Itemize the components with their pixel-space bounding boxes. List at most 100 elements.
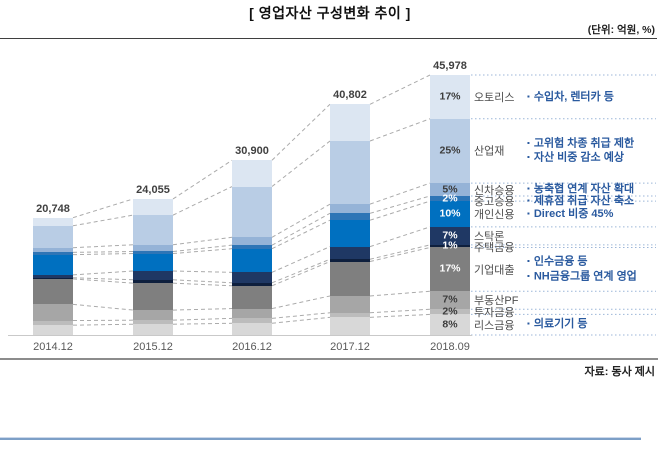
bar-segment-투자금융 [330, 312, 370, 318]
segment-connector-dash [271, 219, 331, 250]
bar-segment-오토리스 [232, 160, 272, 187]
bar-segment-기업대출 [33, 278, 73, 305]
segment-annotation: ▪ 수입차, 렌터카 등 [527, 90, 658, 105]
bar-total-label: 20,748 [36, 202, 70, 215]
bar-segment-스탁론 [330, 246, 370, 260]
bar-segment-신차승용 [330, 204, 370, 214]
x-axis-label: 2014.12 [33, 341, 73, 353]
segment-connector-dash [271, 212, 331, 246]
bar-segment-스탁론 [430, 226, 470, 245]
bar-segment-개인신용 [33, 254, 73, 275]
segment-percent-label: 17% [439, 262, 461, 275]
annotation-line: ▪ 고위험 차종 취급 제한 [527, 137, 635, 150]
segment-name-label: 스탁론 [474, 230, 505, 243]
bar-segment-산업재 [33, 225, 73, 248]
bar-segment-부동산PF [330, 295, 370, 313]
bullet-icon: ▪ [527, 256, 530, 266]
bottom-accent-line [0, 437, 641, 440]
bar-segment-오토리스 [330, 104, 370, 141]
segment-connector-dash [72, 270, 134, 276]
segment-percent-label: 8% [442, 318, 458, 331]
segment-percent-label: 7% [442, 229, 458, 242]
bar-segment-개인신용 [232, 248, 272, 273]
bar-segment-스탁론 [33, 274, 73, 278]
bar-segment-중고승용 [330, 213, 370, 221]
bar-segment-중고승용 [33, 252, 73, 255]
bar-segment-중고승용 [430, 195, 470, 202]
segment-label-row: 기업대출 ▪ 인수금융 등 ▪ NH금융그룹 연계 영업 [474, 255, 658, 284]
segment-connector-dash [271, 316, 331, 324]
segment-percent-label: 1% [442, 239, 458, 252]
chart-title: [ 영업자산 구성변화 추이 ] [249, 5, 411, 21]
bar-segment-주택금융 [330, 259, 370, 262]
segment-percent-label: 2% [442, 305, 458, 318]
annotation-line: ▪ 수입차, 렌터카 등 [527, 90, 614, 103]
bar-segment-스탁론 [133, 271, 173, 280]
segment-connector-dash [172, 248, 233, 255]
segment-connector-dash [172, 244, 233, 252]
segment-connector-dash [369, 118, 431, 142]
bar-segment-개인신용 [330, 220, 370, 247]
bar-segment-산업재 [430, 118, 470, 184]
segment-connector-dash [72, 250, 134, 253]
bar-segment-신차승용 [232, 237, 272, 246]
bar-segment-기업대출 [133, 283, 173, 311]
bar-segment-기업대출 [232, 285, 272, 309]
segment-connector-dash [72, 278, 134, 284]
segment-connector-dash [271, 295, 331, 310]
segment-connector-dash [271, 140, 331, 187]
segment-connector-dash [369, 195, 431, 214]
segment-percent-label: 7% [442, 293, 458, 306]
bar-segment-리스금융 [232, 323, 272, 335]
segment-annotation: ▪ 제휴점 취급 자산 축소 [527, 194, 658, 209]
segment-connector-dash [369, 200, 431, 221]
segment-label-row: 투자금융 [474, 304, 658, 320]
bullet-icon: ▪ [527, 91, 530, 101]
bar-segment-기업대출 [330, 261, 370, 296]
segment-label-row: 스탁론 [474, 228, 658, 244]
segment-connector-dash [369, 182, 431, 205]
annotation-line: ▪ 자산 비중 감소 예상 [527, 151, 624, 164]
bar-segment-산업재 [232, 186, 272, 238]
bullet-icon: ▪ [527, 184, 530, 194]
segment-name-label: 산업재 [474, 145, 505, 158]
bar-total-label: 45,978 [433, 60, 467, 72]
segment-connector-dash [271, 258, 331, 284]
bar-total-label: 24,055 [136, 183, 170, 196]
bar-segment-부동산PF [430, 291, 470, 310]
segment-name-label: 개인신용 [474, 209, 515, 221]
segment-annotation: ▪ 고위험 차종 취급 제한 ▪ 자산 비중 감소 예상 [527, 136, 658, 165]
segment-connector-dash [72, 244, 134, 249]
segment-name-label: 기업대출 [474, 264, 515, 277]
segment-connector-dash [72, 277, 134, 281]
segment-connector-dash [172, 322, 233, 325]
segment-name-label: 부동산PF [474, 295, 519, 308]
segment-connector-dash [72, 214, 134, 227]
segment-name-label: 투자금융 [474, 306, 515, 319]
segment-label-row: 리스금융 ▪ 의료기기 등 [474, 317, 658, 333]
segment-connector-dash [172, 308, 233, 311]
bar-segment-오토리스 [430, 75, 470, 119]
segment-connector-dash [369, 226, 431, 248]
bar-segment-스탁론 [232, 272, 272, 283]
segment-connector-dash [369, 244, 431, 260]
segment-connector-dash [271, 246, 331, 273]
segment-connector-dash [172, 236, 233, 246]
bar-segment-리스금융 [430, 314, 470, 335]
segment-connector-dash [369, 313, 431, 318]
bar-segment-주택금융 [33, 277, 73, 279]
bullet-icon: ▪ [527, 208, 530, 218]
segment-connector-dash [72, 253, 134, 256]
source-note: 자료: 동사 제시 [584, 366, 656, 378]
annotation-line: ▪ 농축협 연계 자산 확대 [527, 183, 635, 196]
segment-connector-dash [172, 279, 233, 284]
bar-segment-신차승용 [133, 244, 173, 252]
bar-segment-오토리스 [133, 198, 173, 216]
x-axis-label: 2018.09 [430, 341, 470, 353]
segment-name-label: 주택금융 [474, 242, 515, 255]
annotation-line: ▪ 인수금융 등 [527, 255, 588, 268]
segment-connector-dash [72, 198, 134, 219]
bar-segment-개인신용 [430, 201, 470, 227]
